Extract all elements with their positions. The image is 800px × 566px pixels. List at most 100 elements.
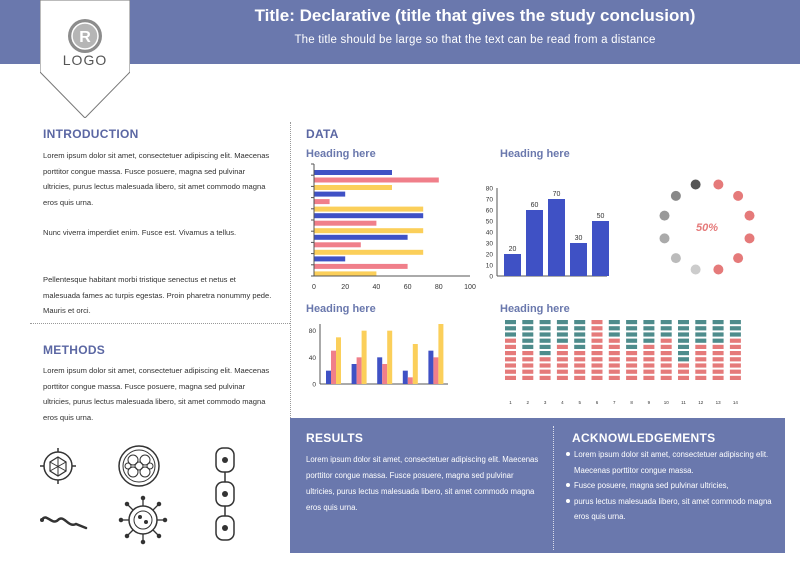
hbar-tick-label: 0: [312, 284, 316, 291]
stack-block: [539, 326, 551, 331]
hbar-bar: [314, 234, 408, 240]
stack-block: [695, 363, 707, 368]
stack-block: [574, 326, 586, 331]
grouped-bar: [382, 364, 388, 384]
stack-block: [556, 344, 568, 349]
stack-block: [660, 369, 672, 374]
poster-subtitle: The title should be large so that the te…: [294, 34, 656, 46]
results-title: RESULTS: [306, 431, 364, 445]
stack-block: [660, 344, 672, 349]
stack-block: [591, 332, 603, 337]
stack-block: [505, 338, 516, 343]
stack-block: [660, 326, 672, 331]
stack-block: [643, 344, 655, 349]
header-banner: Title: Declarative (title that gives the…: [0, 0, 800, 64]
vbar-bar: [548, 199, 565, 276]
stack-block: [643, 357, 655, 362]
hbar-tick-label: 60: [404, 284, 412, 291]
stack-block: [678, 369, 689, 374]
stack-block: [556, 357, 568, 362]
stack-block: [643, 320, 655, 325]
stack-block: [591, 326, 603, 331]
spiky-virus-icon: [118, 495, 168, 545]
stack-block: [522, 363, 534, 368]
stack-block: [643, 363, 655, 368]
stack-block: [729, 357, 741, 362]
stack-block: [574, 338, 586, 343]
stack-block: [712, 326, 724, 331]
stack-block: [591, 344, 603, 349]
stack-block: [660, 357, 672, 362]
ring-dot: [670, 253, 681, 264]
stack-block: [712, 338, 724, 343]
stack-block: [695, 369, 707, 374]
stack-block: [660, 338, 672, 343]
stack-category-label: 9: [648, 400, 651, 405]
stack-block: [505, 344, 516, 349]
hbar-tick-label: 80: [435, 284, 443, 291]
stack-block: [574, 344, 586, 349]
stack-category-label: 1: [509, 400, 512, 405]
stack-block: [505, 320, 516, 325]
results-panel: [290, 418, 785, 553]
stack-category-label: 11: [681, 400, 686, 405]
stack-block: [712, 357, 724, 362]
stack-block: [660, 320, 672, 325]
stack-block: [556, 351, 568, 356]
stack-block: [539, 332, 551, 337]
stack-block: [626, 375, 638, 380]
stack-block: [695, 344, 707, 349]
stack-block: [574, 369, 586, 374]
hbar-bar: [314, 185, 392, 190]
stack-block: [678, 326, 689, 331]
horizontal-bar-chart: 0 20 40 60 80 100: [311, 163, 476, 291]
stack-block: [660, 363, 672, 368]
section-divider: [30, 323, 290, 324]
stack-block: [556, 363, 568, 368]
stack-block: [539, 369, 551, 374]
stack-category-label: 3: [544, 400, 547, 405]
stack-block: [678, 351, 689, 356]
panel-divider: [553, 426, 554, 550]
stack-block: [712, 363, 724, 368]
chart-heading-4: Heading here: [500, 303, 570, 315]
vbar-data-label: 50: [597, 213, 605, 220]
stack-block: [678, 320, 689, 325]
stack-block: [678, 332, 689, 337]
grouped-bar: [428, 350, 434, 384]
stack-block: [678, 338, 689, 343]
hbar-tick-label: 20: [341, 284, 349, 291]
grouped-bar: [412, 344, 418, 384]
stack-block: [574, 363, 586, 368]
stack-block: [695, 338, 707, 343]
stack-block: [591, 357, 603, 362]
stack-block: [505, 375, 516, 380]
ring-dot: [690, 264, 701, 275]
stack-block: [729, 320, 741, 325]
stack-block: [729, 363, 741, 368]
stack-block: [574, 332, 586, 337]
stack-block: [574, 351, 586, 356]
stack-block: [574, 357, 586, 362]
stack-block: [729, 338, 741, 343]
stack-block: [522, 332, 534, 337]
poster-title: Title: Declarative (title that gives the…: [254, 6, 696, 25]
stack-category-label: 13: [716, 400, 722, 405]
results-paragraph: Lorem ipsum dolor sit amet, consectetuer…: [306, 455, 539, 512]
stack-block: [608, 375, 620, 380]
methods-title: METHODS: [43, 343, 106, 357]
grouped-bar: [336, 337, 341, 384]
stack-block: [608, 357, 620, 362]
acknowledgements-title: ACKNOWLEDGEMENTS: [572, 431, 716, 445]
ring-dot: [744, 210, 755, 221]
stack-block: [608, 332, 620, 337]
stack-block: [678, 344, 689, 349]
stack-block: [695, 351, 707, 356]
stack-category-label: 7: [613, 400, 616, 405]
hbar-bar: [314, 242, 361, 248]
grouped-bar: [402, 370, 408, 384]
grouped-bar: [387, 330, 393, 384]
stack-block: [539, 344, 551, 349]
stack-block: [643, 338, 655, 343]
hbar-bar: [314, 199, 330, 205]
